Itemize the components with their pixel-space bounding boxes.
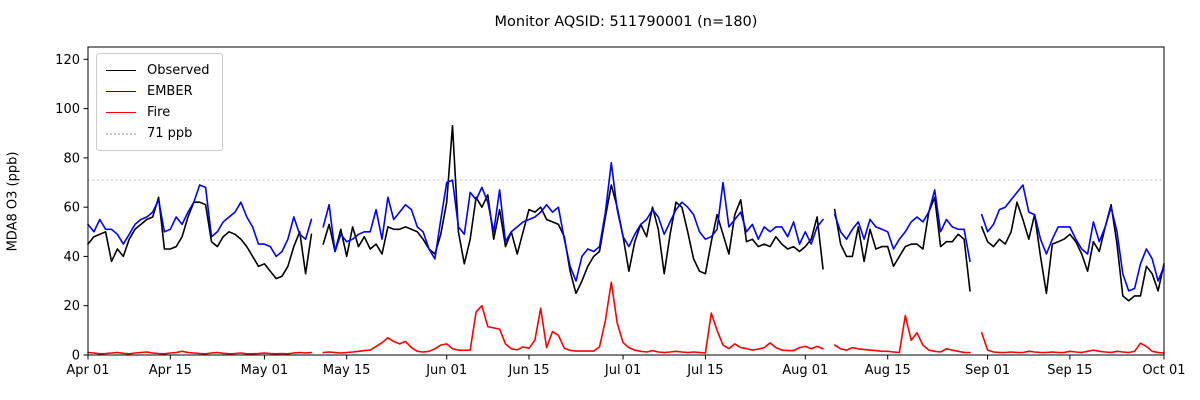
legend-label: Observed	[147, 63, 210, 78]
x-tick-label: Oct 01	[1142, 363, 1185, 378]
y-tick-label: 20	[63, 299, 80, 314]
legend: Observed EMBER Fire 71 ppb	[96, 53, 223, 151]
legend-label: Fire	[147, 105, 171, 120]
x-tick-label: Sep 15	[1047, 363, 1092, 378]
y-tick-label: 80	[63, 151, 80, 166]
x-tick-label: Jun 01	[425, 363, 467, 378]
legend-item-fire: Fire	[106, 102, 210, 123]
x-tick-label: Aug 01	[782, 363, 828, 378]
series-line-observed	[87, 125, 1165, 302]
plot-border	[87, 46, 1165, 356]
legend-item-observed: Observed	[106, 60, 210, 81]
series-line-fire	[87, 281, 1165, 355]
legend-line-sample	[106, 132, 136, 135]
y-tick-label: 100	[55, 102, 80, 117]
legend-line-sample	[106, 91, 136, 92]
legend-line-sample	[106, 112, 136, 113]
x-tick-label: Aug 15	[865, 363, 911, 378]
x-tick-label: Apr 01	[66, 363, 109, 378]
legend-label: EMBER	[147, 84, 193, 99]
y-tick-label: 40	[63, 250, 80, 265]
x-tick-label: Jun 15	[508, 363, 550, 378]
x-tick-label: Jul 01	[604, 363, 641, 378]
x-tick-label: May 15	[323, 363, 371, 378]
x-tick-label: Jul 15	[686, 363, 723, 378]
y-tick-label: 60	[63, 201, 80, 216]
x-tick-label: Apr 15	[149, 363, 192, 378]
y-axis-label: MDA8 O3 (ppb)	[5, 151, 21, 252]
x-tick-label: Sep 01	[965, 363, 1010, 378]
y-tick-label: 0	[72, 349, 80, 364]
legend-item-ember: EMBER	[106, 81, 210, 102]
legend-label: 71 ppb	[147, 126, 193, 141]
legend-line-sample	[106, 70, 136, 71]
chart-title: Monitor AQSID: 511790001 (n=180)	[494, 14, 758, 30]
series-line-ember	[87, 162, 1165, 292]
x-tick-label: May 01	[241, 363, 289, 378]
y-tick-label: 120	[55, 53, 80, 68]
legend-item-71-ppb: 71 ppb	[106, 123, 210, 144]
